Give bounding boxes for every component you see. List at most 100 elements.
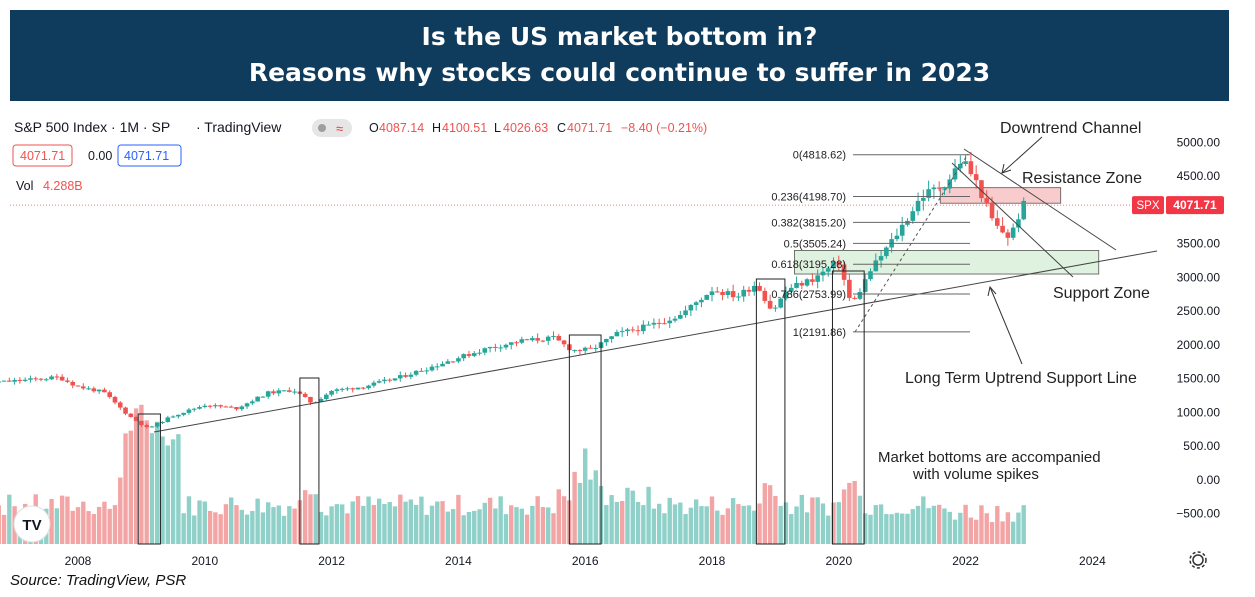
candle-body — [112, 396, 118, 403]
candle-body — [672, 318, 678, 321]
fib-level-label: 0.5(3505.24) — [784, 238, 846, 250]
y-tick-label: 5000.00 — [1177, 136, 1221, 150]
volume-bar — [583, 448, 588, 544]
volume-bar — [746, 505, 752, 544]
banner-title-line2: Reasons why stocks could continue to suf… — [248, 58, 991, 87]
volume-bar — [223, 504, 229, 544]
bid-box[interactable] — [12, 144, 73, 167]
volume-bar — [477, 509, 482, 544]
candle-body — [852, 297, 857, 299]
candle-body — [725, 291, 731, 295]
volume-bar — [366, 496, 371, 544]
volume-bar — [192, 515, 197, 544]
volume-bar — [128, 430, 134, 544]
volume-label: Vol — [16, 179, 33, 193]
price-tag-symbol: SPX — [1136, 200, 1159, 212]
volume-bar — [884, 514, 889, 544]
candle-body — [287, 390, 292, 392]
candle-body — [963, 161, 968, 164]
volume-bar — [493, 508, 498, 544]
candle-body — [604, 338, 609, 343]
volume-bar — [318, 511, 324, 544]
candle-body — [133, 417, 139, 421]
volume-bar — [75, 507, 81, 544]
candle-body — [44, 379, 49, 381]
volume-bar — [250, 510, 255, 544]
volume-bar — [266, 502, 271, 544]
candle-body — [244, 403, 250, 407]
candle-body — [746, 289, 752, 292]
candle-body — [334, 389, 340, 391]
symbol-label[interactable]: S&P 500 Index · 1M · SP — [14, 119, 170, 135]
candle-body — [815, 275, 820, 282]
candle-body — [456, 358, 461, 362]
tradingview-logo[interactable]: TV — [13, 505, 51, 543]
candle-body — [144, 425, 149, 428]
volume-bar — [498, 496, 503, 544]
ask-box[interactable] — [117, 144, 182, 167]
volume-bar — [392, 506, 398, 544]
candle-body — [614, 332, 620, 337]
volume-bar — [799, 494, 805, 544]
spread-value: 0.00 — [88, 149, 112, 163]
volume-bar — [604, 505, 609, 544]
volume-bar — [524, 514, 530, 544]
volume-value: 4.288B — [43, 179, 83, 193]
candle-body — [33, 378, 39, 380]
candle-body — [947, 179, 953, 189]
candle-body — [281, 390, 287, 392]
volume-bar — [371, 505, 377, 544]
volume-bar — [429, 505, 435, 544]
price-tag-value: 4071.71 — [1173, 198, 1217, 212]
bottom-box — [831, 270, 865, 545]
volume-bar — [244, 514, 250, 544]
support-zone — [794, 250, 1100, 275]
volume-bar — [789, 514, 794, 544]
volume-bar — [7, 494, 12, 544]
candle-body — [820, 271, 826, 276]
volume-bar — [646, 486, 651, 544]
time-axis[interactable]: 2008 2010 2012 2014 2016 2018 2020 2022 2024 — [65, 554, 1106, 568]
volume-bar — [783, 502, 789, 544]
volume-bar — [704, 506, 709, 544]
candle-body — [223, 406, 229, 408]
volume-bar — [910, 509, 915, 544]
candle-body — [799, 282, 805, 286]
price-axis[interactable]: 5000.004500.004000.003500.003000.002500.… — [1176, 136, 1220, 521]
candle-body — [75, 385, 81, 387]
candle-body — [915, 200, 921, 212]
volume-bar — [503, 514, 509, 544]
candle-body — [17, 379, 23, 381]
candle-body — [493, 346, 498, 348]
volume-bar — [752, 510, 757, 544]
downtrend-arrowhead — [1001, 163, 1012, 174]
candle-body — [508, 342, 514, 345]
candle-body — [699, 299, 704, 303]
candle-body — [788, 287, 794, 292]
candle-body — [450, 361, 456, 363]
volume-bar — [852, 481, 857, 544]
bottom-box — [299, 377, 320, 545]
candle-body — [942, 188, 947, 190]
volume-bar — [836, 502, 841, 544]
uptrend-support-line — [153, 250, 1158, 433]
candle-body — [931, 187, 937, 190]
settings-gear-icon[interactable] — [1189, 551, 1207, 569]
volume-bar — [81, 501, 86, 544]
indicator-toggle[interactable] — [312, 119, 352, 137]
price-tag: SPX 4071.71 — [1132, 196, 1224, 215]
volume-bar — [535, 496, 540, 544]
wave-icon: ≈ — [336, 121, 343, 136]
volume-bar — [926, 508, 931, 544]
uptrend-arrowhead — [987, 285, 997, 297]
candle-body — [80, 386, 86, 389]
volume-bar — [651, 508, 657, 544]
price-chart[interactable]: S&P 500 Index · 1M · SP · TradingView ≈ … — [0, 101, 1255, 571]
volume-bar — [963, 504, 968, 544]
volume-bar — [165, 445, 171, 544]
candle-body — [461, 354, 466, 359]
volume-bar — [271, 507, 276, 544]
fib-level-label: 0.382(3815.20) — [771, 217, 846, 229]
candle-body — [545, 336, 551, 341]
candle-body — [234, 407, 239, 410]
